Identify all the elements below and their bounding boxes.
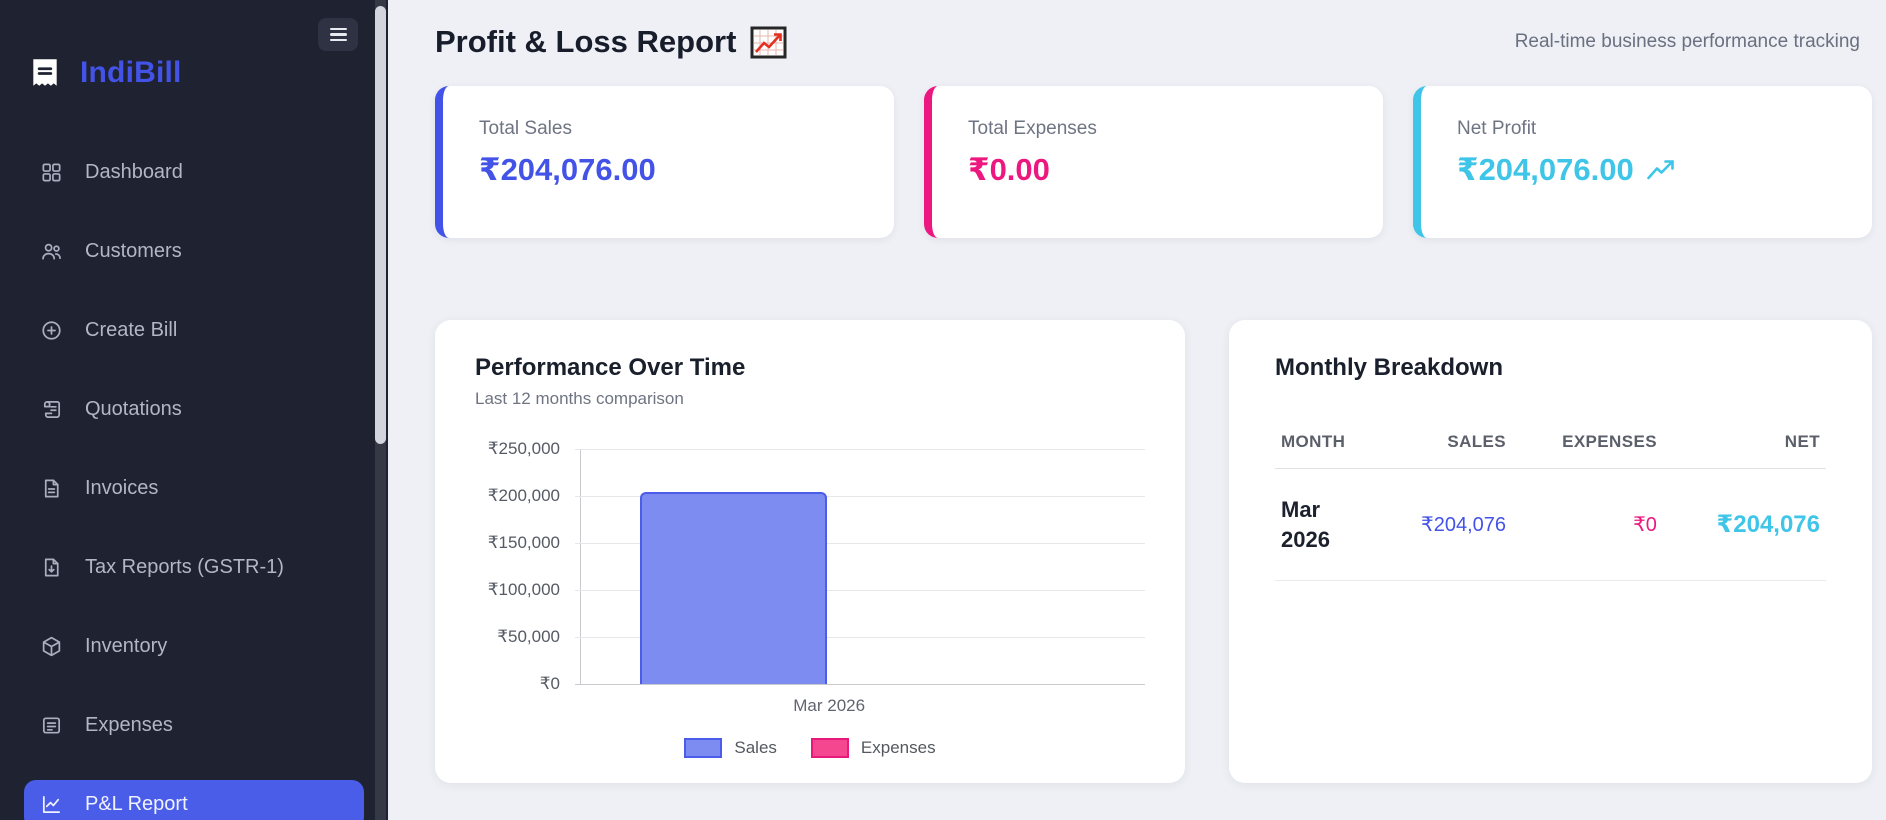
expenses-icon xyxy=(42,717,61,734)
receipt-logo-icon xyxy=(33,59,57,86)
gridline xyxy=(575,590,1145,591)
cell-sales: ₹204,076 xyxy=(1375,468,1513,582)
page-header: Profit & Loss Report Real-time business … xyxy=(435,24,1872,60)
sidebar-item-tax-reports[interactable]: Tax Reports (GSTR-1) xyxy=(24,543,364,592)
stat-label: Total Expenses xyxy=(968,118,1097,139)
legend-label: Sales xyxy=(734,738,777,757)
column-header-net: NET xyxy=(1662,420,1826,469)
net-profit-card: Net Profit ₹204,076.00 xyxy=(1413,86,1872,238)
invoices-icon xyxy=(44,479,59,498)
chart-increasing-emoji-icon xyxy=(750,26,787,58)
trending-up-icon xyxy=(1646,159,1674,179)
cell-net: ₹204,076 xyxy=(1662,468,1826,582)
main-content: Profit & Loss Report Real-time business … xyxy=(388,0,1886,820)
bar-group xyxy=(640,449,1018,684)
table-row: Mar 2026 ₹204,076 ₹0 ₹204,076 xyxy=(1275,468,1826,582)
tax-reports-icon xyxy=(44,558,59,577)
content-row: Performance Over Time Last 12 months com… xyxy=(435,320,1872,783)
page-subtitle: Real-time business performance tracking xyxy=(1514,31,1860,52)
brand-name: IndiBill xyxy=(80,56,182,89)
total-expenses-card: Total Expenses ₹0.00 xyxy=(924,86,1383,238)
bar-chart: ₹250,000 ₹200,000 ₹150,000 ₹100,000 ₹50,000 ₹… xyxy=(475,439,1145,715)
ytick-label: ₹0 xyxy=(539,674,560,693)
sidebar-item-pl-report[interactable]: P&L Report xyxy=(24,780,364,820)
ytick-label: ₹200,000 xyxy=(487,486,560,505)
customers-icon xyxy=(42,243,61,260)
legend-label: Expenses xyxy=(860,738,936,757)
cell-expenses: ₹0 xyxy=(1512,468,1663,582)
expenses-bar xyxy=(827,682,1014,684)
legend-swatch xyxy=(810,738,849,758)
ytick-label: ₹150,000 xyxy=(487,533,560,552)
create-bill-icon xyxy=(42,321,61,340)
gridline xyxy=(575,449,1145,450)
chart-xlabel: Mar 2026 xyxy=(793,696,866,715)
legend-item-expenses: Expenses xyxy=(810,738,936,758)
gridline xyxy=(575,543,1145,544)
sidebar-item-customers[interactable]: Customers xyxy=(24,227,364,276)
sidebar: IndiBill Dashboard Customers Create Bill… xyxy=(0,0,388,820)
monthly-breakdown-panel: Monthly Breakdown MONTH SALES EXPENSES N… xyxy=(1229,320,1872,783)
brand: IndiBill xyxy=(28,56,388,90)
ytick-label: ₹100,000 xyxy=(487,580,560,599)
sidebar-item-inventory[interactable]: Inventory xyxy=(24,622,364,671)
sidebar-item-expenses[interactable]: Expenses xyxy=(24,701,364,750)
inventory-icon xyxy=(42,636,61,657)
sidebar-scrollbar-thumb[interactable] xyxy=(375,6,386,444)
page-title: Profit & Loss Report xyxy=(435,24,787,60)
gridline xyxy=(575,637,1145,638)
pl-report-icon xyxy=(42,795,61,814)
stats-row: Total Sales ₹204,076.00 Total Expenses ₹… xyxy=(435,86,1872,238)
ytick-label: ₹250,000 xyxy=(487,439,560,458)
chart-legend: Sales Expenses xyxy=(475,738,1145,758)
stat-value: ₹204,076.00 xyxy=(1457,152,1836,188)
stat-label: Net Profit xyxy=(1457,118,1537,139)
legend-swatch xyxy=(684,738,723,758)
table-header-row: MONTH SALES EXPENSES NET xyxy=(1275,420,1826,469)
legend-item-sales: Sales xyxy=(684,738,777,758)
sidebar-item-create-bill[interactable]: Create Bill xyxy=(24,306,364,355)
quotations-icon xyxy=(43,400,61,419)
ytick-label: ₹50,000 xyxy=(497,627,560,646)
stat-label: Total Sales xyxy=(479,118,572,139)
chart-title: Performance Over Time xyxy=(475,354,746,381)
sidebar-item-dashboard[interactable]: Dashboard xyxy=(24,148,364,197)
chart-plot: Mar 2026 xyxy=(575,449,1145,715)
breakdown-title: Monthly Breakdown xyxy=(1275,354,1504,381)
chart-yticks: ₹250,000 ₹200,000 ₹150,000 ₹100,000 ₹50,000 ₹… xyxy=(475,439,570,693)
dashboard-grid-icon xyxy=(42,163,61,182)
column-header-month: MONTH xyxy=(1275,420,1375,469)
stat-value: ₹204,076.00 xyxy=(479,152,656,187)
cell-month: Mar 2026 xyxy=(1275,468,1375,582)
hamburger-icon xyxy=(329,27,347,31)
stat-value: ₹0.00 xyxy=(968,152,1050,187)
sales-bar xyxy=(640,492,828,684)
sidebar-item-invoices[interactable]: Invoices xyxy=(24,464,364,513)
total-sales-card: Total Sales ₹204,076.00 xyxy=(435,86,894,238)
breakdown-table: MONTH SALES EXPENSES NET Mar 2026 ₹204,0… xyxy=(1275,420,1826,582)
gridline xyxy=(575,684,1145,685)
chart-subtitle: Last 12 months comparison xyxy=(475,389,684,408)
sidebar-item-quotations[interactable]: Quotations xyxy=(24,385,364,434)
gridline xyxy=(575,496,1145,497)
sidebar-nav: Dashboard Customers Create Bill Quotatio… xyxy=(0,148,388,820)
performance-chart-panel: Performance Over Time Last 12 months com… xyxy=(435,320,1185,783)
sidebar-toggle-button[interactable] xyxy=(318,18,358,51)
column-header-sales: SALES xyxy=(1375,420,1513,469)
column-header-expenses: EXPENSES xyxy=(1512,420,1663,469)
